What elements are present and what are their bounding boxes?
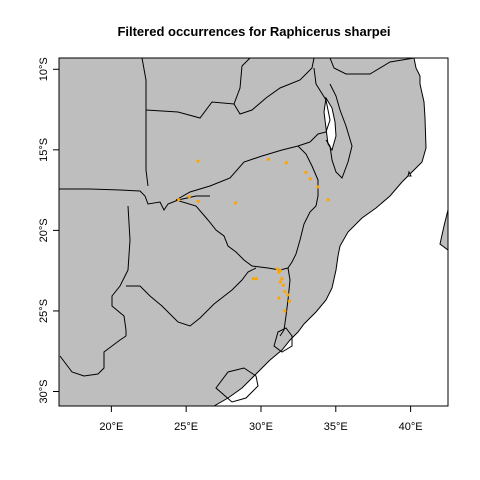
occurrence-point (283, 309, 287, 313)
border-malawi-mozambique (325, 83, 353, 179)
occurrence-point (281, 283, 286, 287)
border-mozambique-tanzania (329, 58, 415, 75)
occurrence-point (284, 161, 289, 165)
occurrence-point (275, 267, 280, 271)
x-tick-label: 35°E (324, 421, 348, 433)
y-tick-label: 30°S (38, 380, 50, 404)
occurrence-point (283, 290, 287, 294)
occurrence-point (187, 194, 191, 199)
y-tick-label: 10°S (38, 57, 50, 81)
land-mass (59, 58, 427, 406)
x-tick-label: 20°E (99, 421, 123, 433)
map-panel (58, 57, 449, 407)
border-lesotho (215, 367, 259, 403)
y-tick-label: 15°S (38, 138, 50, 162)
border-angola-drc (59, 188, 210, 211)
y-axis: 10°S 15°S 20°S 25°S 30°S (38, 57, 59, 403)
border-angola-zambia (141, 58, 149, 187)
occurrence-point (287, 299, 292, 303)
border-botswana-south-africa (126, 267, 257, 327)
occurrence-point (326, 198, 330, 202)
x-tick-label: 30°E (249, 421, 273, 433)
lake-malawi (323, 96, 337, 152)
occurrence-point (266, 157, 271, 162)
madagascar (439, 209, 448, 251)
occurrence-point (278, 280, 283, 284)
panel-frame (58, 57, 449, 407)
y-tick-label: 20°S (38, 218, 50, 242)
occurrence-point (177, 198, 181, 202)
occurrence-point (278, 269, 283, 273)
border-namibia-botswana (111, 205, 131, 336)
y-tick-label: 25°S (38, 299, 50, 323)
occurrence-point (251, 277, 256, 281)
occurrence-point (254, 277, 259, 281)
occurrence-point (277, 296, 281, 300)
occurrence-point (304, 170, 308, 174)
x-tick-label: 40°E (399, 421, 423, 433)
occurrence-point (196, 159, 200, 163)
occurrence-point (316, 185, 320, 189)
occurrence-point (196, 199, 200, 203)
border-eswatini (273, 327, 293, 353)
border-botswana-zimbabwe (175, 199, 289, 271)
border-zambia-zimbabwe (175, 141, 311, 201)
occurrence-point (308, 177, 312, 181)
x-tick-label: 25°E (174, 421, 198, 433)
border-zimbabwe-mozambique (287, 145, 319, 269)
country-borders (59, 58, 415, 403)
island (407, 170, 412, 177)
border-namibia-south-africa (59, 335, 127, 377)
occurrence-point (286, 293, 290, 297)
border-zambia-malawi (309, 67, 331, 143)
land-layer (59, 58, 448, 406)
occurrence-points (177, 157, 330, 313)
x-axis: 20°E 25°E 30°E 35°E 40°E (99, 406, 423, 433)
occurrence-point (280, 277, 284, 281)
border-south-africa-mozambique (279, 267, 291, 337)
map-title: Filtered occurrences for Raphicerus shar… (117, 24, 390, 39)
border-drc-zambia-2 (233, 58, 315, 115)
occurrence-point (233, 201, 238, 205)
